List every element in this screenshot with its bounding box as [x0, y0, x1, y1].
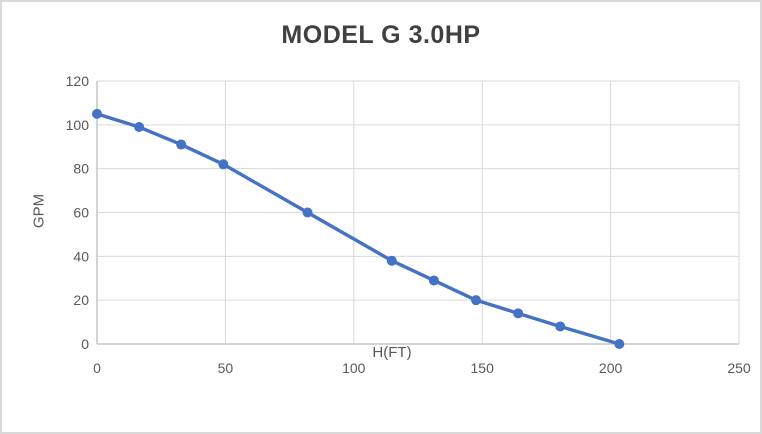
y-tick-label: 20: [73, 292, 89, 308]
data-point-marker: [302, 207, 313, 218]
x-tick-label: 150: [471, 360, 495, 376]
x-tick-label: 50: [218, 360, 234, 376]
data-point-marker: [386, 255, 397, 266]
y-axis-title: GPM: [30, 193, 48, 229]
y-tick-label: 120: [66, 73, 90, 89]
x-axis-title: H(FT): [372, 344, 412, 361]
data-point-marker: [134, 122, 145, 133]
x-tick-label: 250: [727, 360, 751, 376]
y-tick-label: 40: [73, 248, 89, 264]
data-point-marker: [218, 159, 229, 170]
x-tick-label: 0: [93, 360, 101, 376]
data-point-marker: [428, 275, 439, 286]
data-point-marker: [614, 339, 625, 349]
y-tick-label: 60: [73, 205, 89, 221]
y-tick-label: 100: [66, 117, 90, 133]
data-point-marker: [471, 295, 482, 306]
y-tick-label: 0: [81, 336, 89, 352]
data-point-marker: [92, 108, 102, 119]
data-point-marker: [513, 308, 524, 319]
data-point-marker: [176, 139, 187, 150]
y-tick-label: 80: [73, 161, 89, 177]
data-point-marker: [555, 321, 566, 332]
x-tick-label: 200: [599, 360, 623, 376]
x-tick-label: 100: [342, 360, 366, 376]
series-line: [95, 112, 622, 346]
chart-title: MODEL G 3.0HP: [281, 21, 481, 49]
